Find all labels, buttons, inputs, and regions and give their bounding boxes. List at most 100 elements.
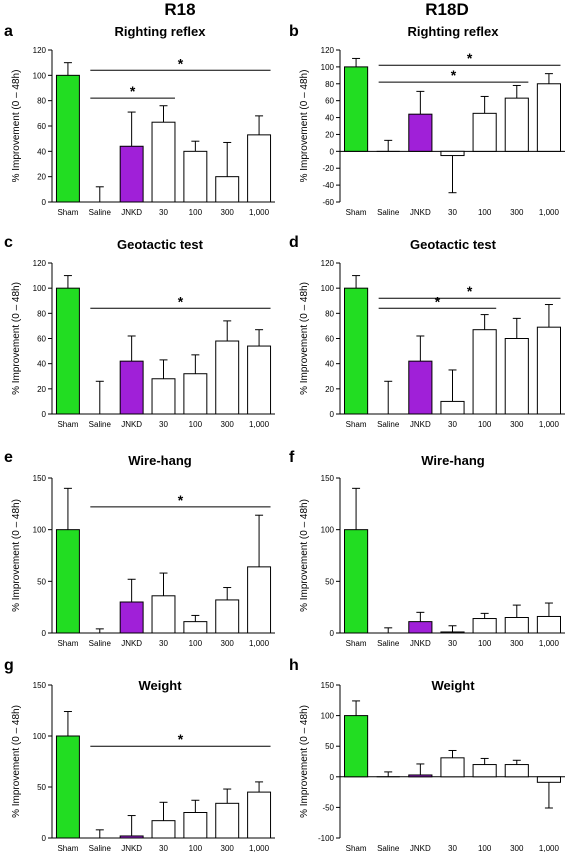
x-tick-label: Sham [346, 844, 367, 853]
x-tick-label: JNKD [121, 208, 142, 217]
y-tick-label: 100 [321, 526, 335, 535]
significance-star: * [178, 731, 184, 747]
panel-letter: c [4, 234, 13, 251]
significance-star: * [178, 55, 184, 71]
y-tick-label: 100 [33, 526, 47, 535]
bar [408, 360, 433, 415]
bar [55, 287, 80, 415]
x-tick-label: Saline [377, 208, 400, 217]
column-title-r18: R18 [164, 0, 196, 19]
y-tick-label: 50 [325, 742, 334, 751]
bar [344, 715, 369, 778]
bar [119, 360, 144, 415]
significance-star: * [435, 293, 441, 309]
x-tick-label: Sham [346, 420, 367, 429]
bar [151, 820, 176, 839]
x-tick-label: 30 [448, 844, 457, 853]
bar [344, 287, 369, 415]
y-tick-label: -60 [322, 198, 334, 207]
x-tick-label: 1,000 [539, 420, 560, 429]
x-tick-label: Sham [57, 420, 78, 429]
bar [504, 764, 529, 778]
y-tick-label: 150 [321, 474, 335, 483]
y-tick-label: 50 [325, 577, 334, 586]
y-tick-label: 60 [325, 97, 334, 106]
x-tick-label: 100 [189, 844, 203, 853]
x-tick-label: 30 [448, 639, 457, 648]
bar [215, 340, 240, 415]
x-tick-label: 100 [478, 420, 492, 429]
y-tick-label: 0 [42, 629, 47, 638]
bar [440, 631, 465, 634]
y-tick-label: 100 [33, 732, 47, 741]
bar [472, 764, 497, 778]
panel-letter: b [289, 23, 299, 40]
x-tick-label: 1,000 [539, 208, 560, 217]
y-tick-label: 120 [33, 259, 47, 268]
y-tick-label: 100 [321, 284, 335, 293]
x-tick-label: Saline [377, 844, 400, 853]
x-tick-label: Saline [377, 420, 400, 429]
y-tick-label: 150 [33, 474, 47, 483]
y-tick-label: 60 [37, 122, 46, 131]
x-tick-label: 100 [189, 208, 203, 217]
bar [536, 615, 561, 634]
y-axis-label: % Improvement (0 – 48h) [299, 705, 310, 818]
x-tick-label: JNKD [410, 208, 431, 217]
bar [247, 791, 272, 839]
bar [247, 345, 272, 415]
x-tick-label: JNKD [410, 420, 431, 429]
bar [55, 529, 80, 634]
y-tick-label: 120 [321, 259, 335, 268]
x-tick-label: Saline [377, 639, 400, 648]
x-tick-label: JNKD [410, 639, 431, 648]
bar [215, 599, 240, 634]
panel-title: Righting reflex [114, 24, 206, 39]
x-tick-label: 100 [478, 639, 492, 648]
panel-a: a Righting reflex % Improvement (0 – 48h) 0… [4, 23, 275, 217]
x-tick-label: 30 [159, 844, 168, 853]
bar [247, 566, 272, 634]
y-tick-label: 20 [37, 173, 46, 182]
panel-title: Wire-hang [421, 453, 484, 468]
x-tick-label: 300 [510, 420, 524, 429]
bar [119, 835, 144, 839]
bar [183, 150, 208, 203]
y-tick-label: 20 [325, 385, 334, 394]
x-tick-label: 30 [448, 208, 457, 217]
y-tick-label: 0 [330, 147, 335, 156]
y-tick-label: 120 [321, 46, 335, 55]
bar [440, 757, 465, 778]
x-tick-label: 1,000 [249, 844, 270, 853]
y-axis-label: % Improvement (0 – 48h) [11, 705, 22, 818]
x-tick-label: Sham [57, 639, 78, 648]
bar [183, 621, 208, 634]
column-title-r18d: R18D [425, 0, 469, 19]
bar [472, 112, 497, 152]
bar [151, 595, 176, 634]
bar [55, 74, 80, 203]
y-tick-label: 50 [37, 783, 46, 792]
bar [119, 601, 144, 634]
bar [536, 776, 561, 783]
significance-star: * [467, 50, 473, 66]
bar [504, 617, 529, 634]
x-tick-label: Saline [89, 844, 112, 853]
y-tick-label: 20 [37, 385, 46, 394]
y-tick-label: 0 [42, 834, 47, 843]
y-tick-label: 50 [37, 577, 46, 586]
y-tick-label: 100 [321, 712, 335, 721]
panel-title: Geotactic test [117, 237, 204, 252]
panel-g: g Weight % Improvement (0 – 48h) 0 50 100 150 S… [4, 657, 275, 853]
x-tick-label: 300 [510, 208, 524, 217]
bar [183, 373, 208, 415]
significance-star: * [451, 67, 457, 83]
x-tick-label: 100 [478, 844, 492, 853]
x-tick-label: 30 [159, 639, 168, 648]
panel-letter: e [4, 449, 13, 466]
x-tick-label: 100 [189, 639, 203, 648]
y-tick-label: 60 [325, 335, 334, 344]
bar [151, 121, 176, 203]
y-tick-label: 0 [42, 198, 47, 207]
